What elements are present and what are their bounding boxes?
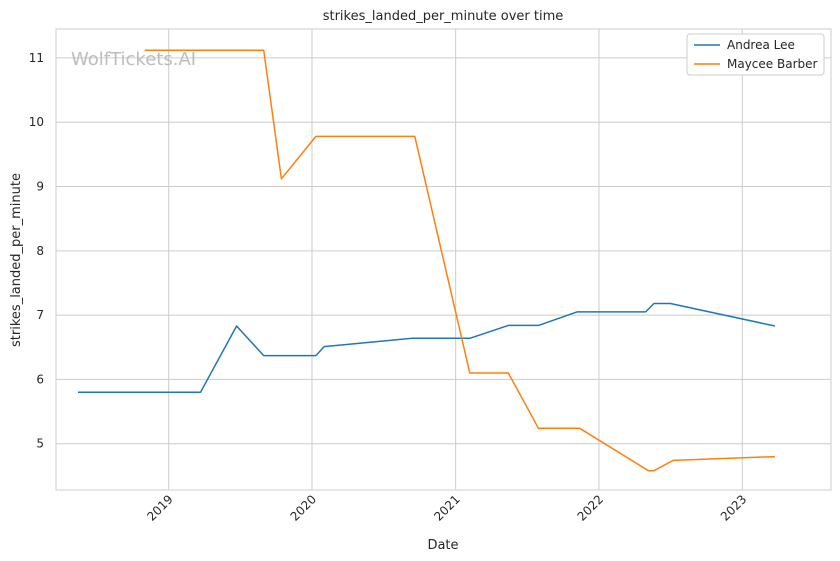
y-tick-label: 10 [29,115,44,129]
y-axis-ticks: 5 6 7 8 9 10 11 [29,51,44,451]
x-axis-label: Date [427,538,458,553]
legend-box [686,33,825,76]
plot-area-frame [55,28,832,491]
y-axis-label: strikes_landed_per_minute [9,173,24,347]
legend-label-andrea-lee: Andrea Lee [727,38,795,52]
series-lines [78,49,776,472]
chart-title: strikes_landed_per_minute over time [323,9,564,24]
watermark: WolfTickets.AI [71,49,196,70]
y-tick-label: 11 [29,51,44,65]
legend-label-maycee-barber: Maycee Barber [727,57,818,71]
series-line-andrea-lee [78,302,776,394]
y-tick-label: 6 [36,372,44,386]
y-tick-label: 9 [36,180,44,194]
y-tick-label: 7 [36,308,44,322]
gridlines [56,29,831,490]
y-tick-label: 5 [36,437,44,451]
y-tick-label: 8 [36,244,44,258]
legend: Andrea Lee Maycee Barber [686,33,825,76]
series-line-maycee-barber [144,49,775,472]
